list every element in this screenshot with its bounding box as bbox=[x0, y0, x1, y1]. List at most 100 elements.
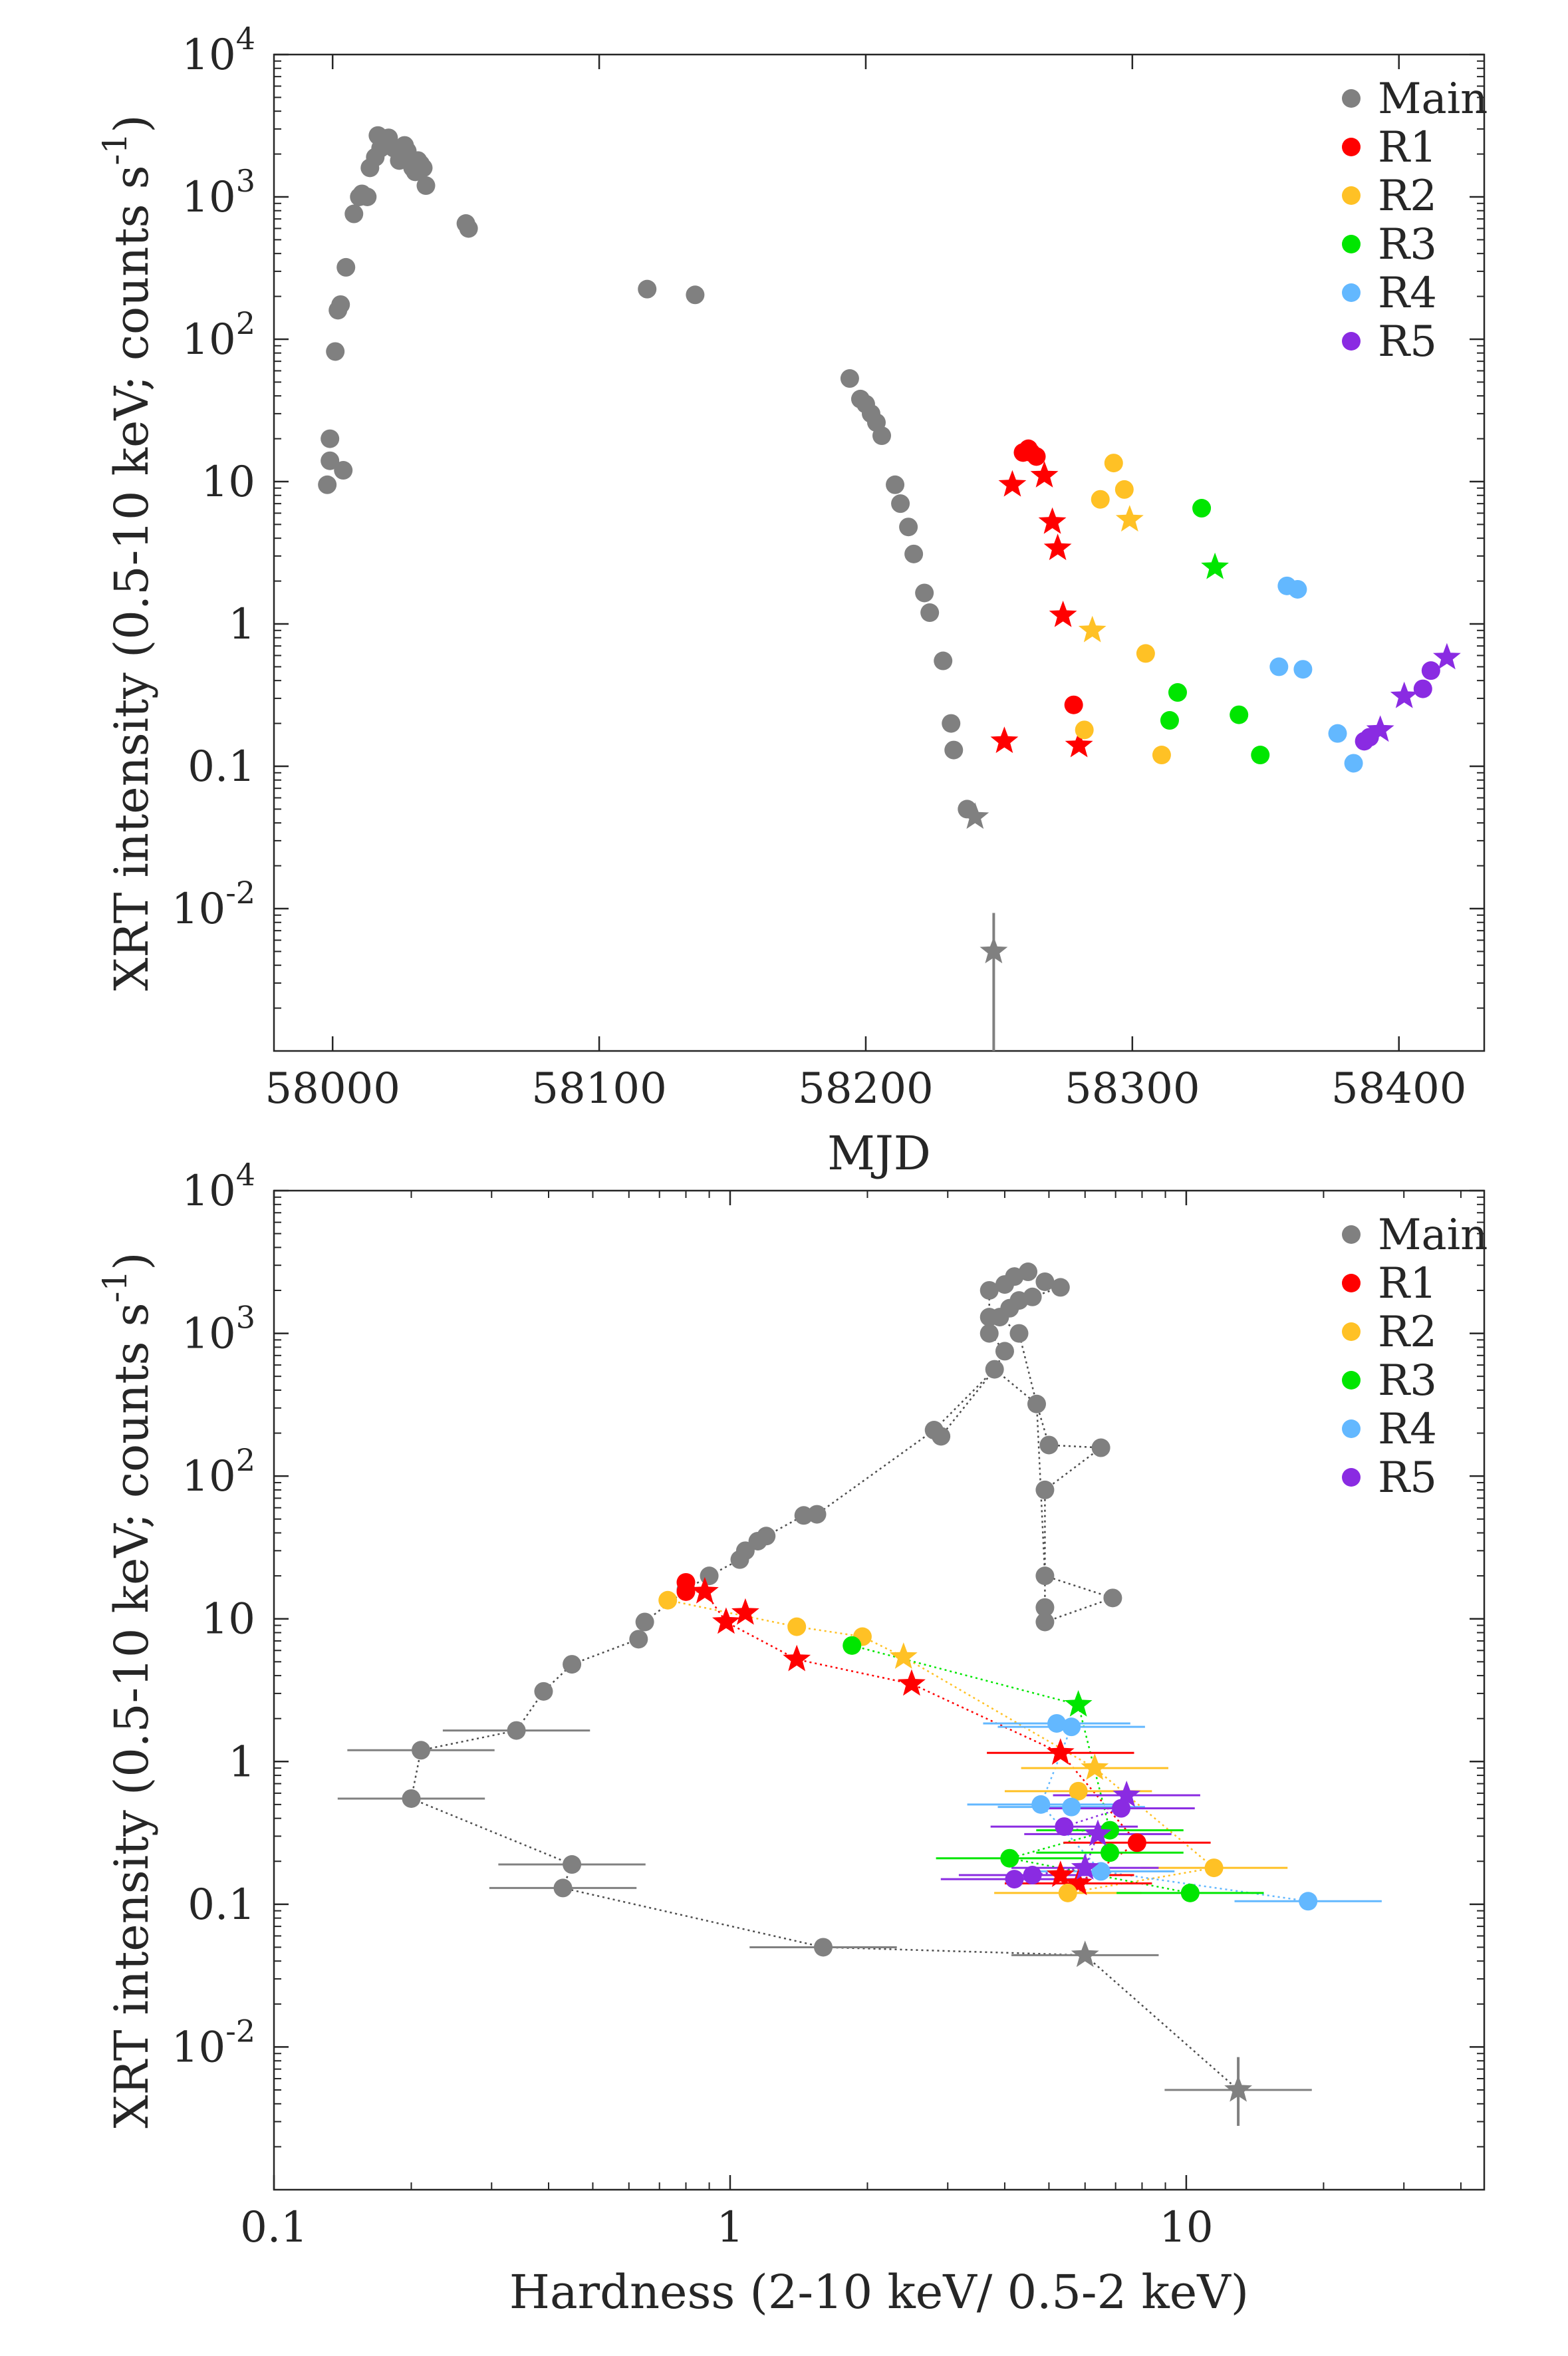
marker-circle-Main bbox=[934, 651, 953, 670]
marker-circle-R3 bbox=[1180, 1883, 1200, 1902]
marker-circle-Main bbox=[807, 1505, 827, 1524]
y-axis-title-text: XRT intensity (0.5-10 keV; counts s bbox=[104, 165, 159, 990]
y-axis-title-close: ) bbox=[104, 1252, 159, 1270]
y-axis-title-close: ) bbox=[104, 114, 159, 132]
y-axis-title-text: XRT intensity (0.5-10 keV; counts s bbox=[104, 1302, 159, 2128]
marker-circle-Main bbox=[920, 603, 940, 623]
marker-circle-R4 bbox=[1269, 657, 1289, 676]
legend-marker-R3 bbox=[1342, 1371, 1361, 1390]
marker-circle-R1 bbox=[1027, 447, 1046, 466]
marker-star-R2 bbox=[1115, 505, 1144, 532]
marker-circle-R2 bbox=[1136, 644, 1155, 663]
marker-circle-Main bbox=[334, 461, 353, 480]
y-axis-title: XRT intensity (0.5-10 keV; counts s-1) bbox=[96, 114, 159, 990]
legend-label-R3: R3 bbox=[1378, 1356, 1437, 1405]
legend-marker-Main bbox=[1342, 1225, 1361, 1244]
marker-star-R1 bbox=[1038, 507, 1067, 534]
legend-label-R1: R1 bbox=[1378, 123, 1437, 172]
y-axis-title: XRT intensity (0.5-10 keV; counts s-1) bbox=[96, 1252, 159, 2128]
marker-circle-Main bbox=[416, 176, 436, 196]
marker-star-R1 bbox=[712, 1607, 740, 1634]
marker-circle-R4 bbox=[1031, 1795, 1051, 1814]
axes-box bbox=[273, 1189, 1486, 2191]
marker-circle-R2 bbox=[1104, 454, 1123, 473]
marker-star-Main bbox=[980, 937, 1008, 964]
y-tick-label-base: 10 bbox=[172, 2023, 225, 2072]
marker-star-R1 bbox=[1064, 1868, 1093, 1896]
marker-circle-Main bbox=[412, 1741, 431, 1760]
marker-circle-R3 bbox=[1168, 683, 1187, 702]
y-tick-label: 103 bbox=[182, 1300, 255, 1359]
marker-circle-Main bbox=[331, 295, 350, 314]
marker-circle-R3 bbox=[1160, 711, 1179, 730]
marker-star-R2 bbox=[1078, 615, 1107, 643]
legend-marker-R4 bbox=[1342, 1419, 1361, 1438]
x-tick-label: 58400 bbox=[1331, 1064, 1467, 1113]
marker-circle-Main bbox=[1027, 1394, 1046, 1413]
y-tick-label-exponent: -2 bbox=[225, 875, 255, 911]
legend-label-R3: R3 bbox=[1378, 220, 1437, 269]
marker-circle-Main bbox=[990, 1308, 1009, 1327]
x-tick-label: 58100 bbox=[531, 1064, 667, 1113]
marker-star-R1 bbox=[990, 726, 1019, 754]
y-tick-label-base: 0.1 bbox=[188, 742, 255, 792]
marker-circle-Main bbox=[899, 517, 918, 537]
x-tick-label: 10 bbox=[1159, 2203, 1213, 2252]
y-tick-label-exponent: 3 bbox=[236, 163, 255, 199]
marker-star-R5 bbox=[1112, 1781, 1141, 1807]
marker-circle-R4 bbox=[1299, 1892, 1318, 1911]
marker-star-R1 bbox=[1065, 730, 1093, 758]
y-tick-label: 102 bbox=[182, 305, 255, 365]
marker-circle-Main bbox=[1051, 1278, 1070, 1297]
marker-circle-R3 bbox=[1192, 499, 1212, 518]
legend-label-R2: R2 bbox=[1378, 1308, 1437, 1357]
y-tick-label: 10 bbox=[201, 1595, 255, 1644]
marker-circle-R4 bbox=[1047, 1713, 1067, 1733]
marker-circle-R4 bbox=[1062, 1797, 1081, 1817]
legend-marker-R1 bbox=[1342, 138, 1361, 156]
marker-circle-Main bbox=[995, 1342, 1014, 1361]
legend-marker-R5 bbox=[1342, 332, 1361, 351]
marker-circle-Main bbox=[980, 1324, 999, 1343]
marker-circle-Main bbox=[932, 1427, 951, 1446]
marker-circle-Main bbox=[686, 285, 705, 305]
y-tick-label-base: 10 bbox=[182, 1167, 235, 1216]
marker-circle-Main bbox=[318, 475, 337, 494]
marker-circle-Main bbox=[840, 369, 859, 388]
marker-circle-R1 bbox=[676, 1582, 696, 1601]
x-tick-label: 58300 bbox=[1065, 1064, 1200, 1113]
legend-marker-R1 bbox=[1342, 1274, 1361, 1292]
y-tick-label-exponent: 4 bbox=[236, 1157, 255, 1193]
marker-circle-R4 bbox=[1288, 579, 1307, 599]
y-tick-label-base: 10 bbox=[172, 885, 225, 934]
y-tick-label-exponent: 3 bbox=[236, 1300, 255, 1336]
marker-circle-Main bbox=[358, 188, 377, 206]
connection-line-R1 bbox=[686, 1590, 1138, 1884]
marker-circle-Main bbox=[944, 740, 964, 760]
marker-circle-Main bbox=[1035, 1480, 1055, 1499]
legend-label-Main: Main bbox=[1378, 74, 1488, 124]
marker-circle-Main bbox=[942, 714, 961, 733]
legend-marker-R4 bbox=[1342, 283, 1361, 302]
marker-star-R3 bbox=[1064, 1690, 1093, 1717]
marker-circle-Main bbox=[459, 219, 478, 238]
marker-star-R1 bbox=[1043, 533, 1072, 561]
marker-circle-Main bbox=[757, 1527, 776, 1546]
legend-marker-R5 bbox=[1342, 1468, 1361, 1487]
legend-marker-R3 bbox=[1342, 235, 1361, 253]
y-tick-label-base: 1 bbox=[228, 600, 255, 649]
marker-circle-Main bbox=[336, 257, 356, 277]
y-tick-label: 0.1 bbox=[188, 1880, 255, 1930]
y-tick-label-base: 10 bbox=[182, 1310, 235, 1359]
marker-circle-R3 bbox=[1101, 1843, 1120, 1862]
marker-star-R1 bbox=[1030, 461, 1059, 488]
marker-circle-Main bbox=[1019, 1262, 1038, 1282]
legend-label-R1: R1 bbox=[1378, 1259, 1437, 1308]
marker-circle-R5 bbox=[1421, 661, 1440, 680]
legend-label-Main: Main bbox=[1378, 1211, 1488, 1260]
marker-circle-Main bbox=[891, 494, 910, 514]
y-tick-label-exponent: 4 bbox=[236, 21, 255, 57]
marker-circle-Main bbox=[904, 544, 924, 563]
marker-circle-Main bbox=[1103, 1588, 1122, 1608]
